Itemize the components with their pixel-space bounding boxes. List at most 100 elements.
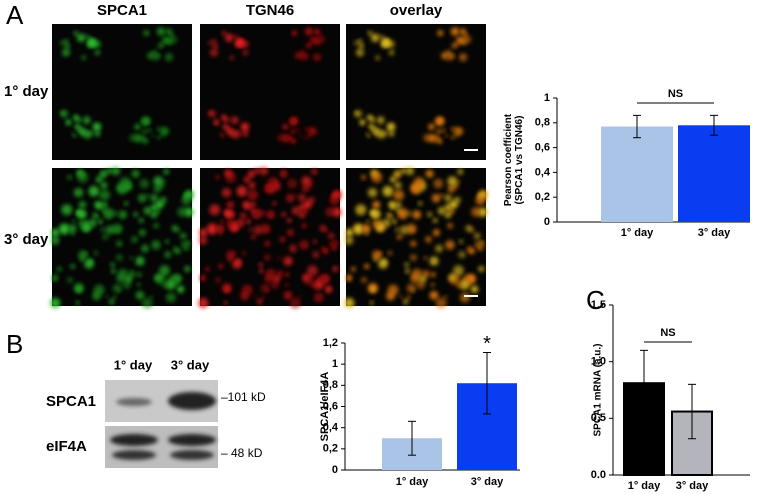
- signal: [250, 208, 255, 213]
- y-tick-label: 1.5: [591, 299, 606, 311]
- signal: [383, 218, 391, 225]
- signal: [85, 35, 91, 40]
- signal: [160, 126, 167, 133]
- signal: [125, 275, 132, 283]
- signal: [89, 218, 97, 225]
- signal: [391, 219, 397, 225]
- signal: [264, 183, 275, 194]
- signal: [60, 111, 65, 115]
- signal: [284, 282, 289, 287]
- signal: [65, 119, 72, 126]
- signal: [462, 35, 472, 44]
- signal: [142, 138, 149, 145]
- y-axis-label: Pearson coefficient: [503, 113, 514, 206]
- signal: [160, 42, 165, 47]
- signal: [375, 55, 381, 61]
- signal: [76, 33, 86, 43]
- signal: [290, 138, 297, 145]
- signal: [200, 276, 206, 282]
- signal: [259, 268, 264, 274]
- signal: [67, 224, 77, 234]
- signal: [176, 285, 185, 294]
- signal: [406, 283, 416, 293]
- signal: [432, 229, 441, 237]
- signal: [367, 134, 371, 138]
- signal: [304, 27, 314, 36]
- signal: [447, 185, 456, 193]
- signal: [313, 292, 324, 303]
- signal: [436, 138, 443, 145]
- panel-label: C: [586, 285, 605, 315]
- signal: [260, 295, 265, 300]
- signal: [71, 132, 75, 136]
- signal: [131, 235, 138, 243]
- signal: [102, 208, 107, 213]
- signal: [325, 207, 335, 217]
- y-tick-label: 0,2: [535, 191, 550, 203]
- micrographs: [50, 24, 488, 309]
- signal: [432, 258, 437, 264]
- signal: [172, 274, 183, 284]
- signal: [390, 203, 397, 210]
- signal: [279, 235, 286, 243]
- signal: [389, 176, 397, 183]
- signal: [94, 49, 101, 56]
- signal: [421, 270, 430, 279]
- signal: [151, 52, 160, 61]
- signal: [61, 204, 73, 216]
- signal: [477, 193, 482, 198]
- signal: [245, 219, 251, 225]
- signal: [159, 131, 166, 138]
- signal: [283, 290, 293, 300]
- signal: [181, 195, 192, 206]
- signal: [301, 222, 308, 229]
- signal: [453, 265, 464, 276]
- signal: [249, 201, 256, 208]
- signal: [313, 239, 318, 244]
- signal: [139, 178, 150, 189]
- signal: [286, 217, 292, 223]
- signal: [229, 55, 235, 61]
- signal: [459, 279, 470, 290]
- signal: [364, 263, 370, 269]
- signal: [394, 227, 399, 232]
- y-tick-label: 0,6: [535, 142, 550, 154]
- y-tick-label: 1: [332, 358, 338, 370]
- signal: [240, 122, 250, 132]
- signal: [431, 193, 441, 203]
- signal: [77, 172, 89, 184]
- signal: [310, 282, 317, 289]
- signal: [209, 204, 221, 216]
- signal: [135, 290, 145, 300]
- signal: [453, 196, 461, 204]
- signal: [94, 130, 101, 137]
- signal: [257, 299, 263, 305]
- signal: [358, 43, 364, 49]
- signal: [470, 285, 479, 294]
- signal: [465, 225, 473, 232]
- signal: [366, 219, 370, 224]
- signal: [112, 283, 122, 293]
- signal: [111, 166, 121, 176]
- signal: [291, 29, 298, 37]
- signal: [307, 196, 315, 204]
- signal: [312, 251, 320, 259]
- signal: [204, 266, 210, 272]
- signal: [366, 114, 374, 121]
- signal: [279, 169, 288, 178]
- signal: [367, 187, 378, 198]
- signal: [346, 276, 352, 282]
- signal: [289, 117, 298, 126]
- signal: [100, 169, 108, 178]
- signal: [450, 27, 460, 36]
- signal: [324, 285, 333, 294]
- y-axis-label: SPCA1 mRNA (a.u.): [593, 344, 604, 437]
- signal: [458, 53, 468, 62]
- signal: [153, 185, 162, 193]
- signal: [70, 263, 76, 269]
- signal: [226, 219, 234, 228]
- signal: [199, 228, 208, 237]
- signal: [236, 131, 241, 136]
- signal: [277, 133, 285, 142]
- x-tick-label: 3° day: [471, 476, 504, 488]
